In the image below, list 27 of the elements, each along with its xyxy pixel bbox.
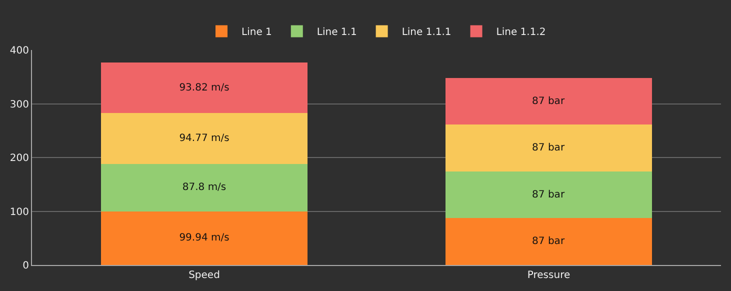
legend-label: Line 1.1 xyxy=(316,27,357,38)
data-label: 87.8 m/s xyxy=(182,182,226,194)
data-label: 87 bar xyxy=(532,236,566,248)
data-label: 87 bar xyxy=(532,96,566,107)
data-label: 87 bar xyxy=(532,142,566,154)
data-label: 94.77 m/s xyxy=(179,133,230,144)
x-tick-label: Speed xyxy=(188,270,220,281)
bar xyxy=(445,78,652,125)
bar xyxy=(100,113,308,164)
data-label: 99.94 m/s xyxy=(179,232,230,244)
legend-label: Line 1.1.1 xyxy=(402,27,452,38)
y-tick-label: 200 xyxy=(10,153,29,164)
data-label: 93.82 m/s xyxy=(179,82,230,94)
y-tick-label: 0 xyxy=(22,260,29,272)
y-tick-label: 100 xyxy=(10,206,29,218)
bar xyxy=(100,62,308,114)
legend-label: Line 1.1.2 xyxy=(496,27,546,38)
bar xyxy=(445,171,652,218)
bar xyxy=(445,124,652,172)
x-tick-label: Pressure xyxy=(527,270,570,281)
y-tick-label: 400 xyxy=(10,46,29,56)
data-label: 87 bar xyxy=(532,189,566,200)
bar xyxy=(445,218,652,265)
bar xyxy=(100,164,308,212)
bar xyxy=(100,211,308,265)
legend-label: Line 1 xyxy=(242,27,272,38)
y-tick-label: 300 xyxy=(10,99,29,110)
